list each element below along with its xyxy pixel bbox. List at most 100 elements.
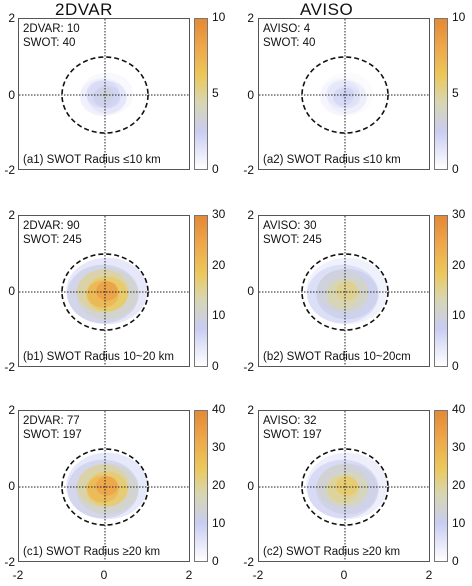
heatmap-svg	[19, 19, 189, 169]
panel-annotation: AVISO: 30 SWOT: 245	[263, 219, 322, 247]
y-tick-label: -2	[4, 555, 15, 569]
colorbar-tick-label: 10	[212, 516, 226, 530]
density-contour	[336, 281, 358, 301]
heatmap-svg	[259, 19, 429, 169]
panel-c1: 2DVAR: 77 SWOT: 197 (c1) SWOT Radius ≥20…	[18, 410, 190, 562]
panel-caption: (b2) SWOT Radius 10~20cm	[263, 351, 411, 363]
y-tick-label: 2	[8, 403, 15, 417]
colorbar-tick-label: 10	[452, 308, 466, 323]
radius-circle	[61, 253, 149, 331]
colorbar	[194, 18, 208, 170]
y-tick-label: 0	[8, 479, 15, 493]
colorbar-tick-label: 0	[212, 359, 219, 373]
panel-annotation: 2DVAR: 10 SWOT: 40	[23, 22, 80, 50]
y-tick-label: -2	[243, 163, 254, 177]
density-contour	[96, 476, 118, 496]
colorbar	[194, 215, 208, 367]
swot-count: SWOT: 40	[23, 37, 76, 49]
panel-caption: (a2) SWOT Radius ≤10 km	[263, 154, 401, 166]
panel-a1: 2DVAR: 10 SWOT: 40 (a1) SWOT Radius ≤10 …	[18, 18, 190, 170]
y-tick-label: -2	[4, 360, 15, 374]
x-tick-label: 2	[425, 568, 433, 582]
model-count: AVISO: 30	[263, 220, 317, 232]
column-title-left: 2DVAR	[55, 0, 113, 19]
density-contour	[339, 87, 355, 101]
panel-annotation: 2DVAR: 77 SWOT: 197	[23, 414, 82, 442]
swot-count: SWOT: 197	[263, 429, 322, 441]
panel-b1: 2DVAR: 90 SWOT: 245 (b1) SWOT Radius 10~…	[18, 215, 190, 367]
model-count: 2DVAR: 90	[23, 220, 80, 232]
panel-caption: (c1) SWOT Radius ≥20 km	[23, 546, 161, 558]
panel-c2: AVISO: 32 SWOT: 197 (c2) SWOT Radius ≥20…	[258, 410, 430, 562]
radius-circle	[301, 253, 389, 331]
y-tick-label: 0	[8, 88, 15, 102]
colorbar-tick-label: 10	[452, 10, 466, 24]
colorbar-tick-label: 0	[452, 359, 459, 373]
y-tick-label: 2	[247, 403, 254, 417]
heatmap-svg	[259, 411, 429, 561]
colorbar-tick-label: 20	[452, 257, 466, 272]
colorbar-tick-label: 10	[212, 308, 226, 323]
swot-count: SWOT: 245	[263, 234, 322, 246]
x-tick-label: 0	[340, 568, 348, 582]
colorbar	[194, 410, 208, 562]
colorbar-tick-label: 40	[212, 402, 226, 416]
swot-count: SWOT: 40	[263, 37, 316, 49]
colorbar-tick-label: 10	[452, 516, 466, 530]
colorbar-tick-label: 10	[212, 10, 226, 24]
density-contour	[96, 281, 118, 301]
colorbar-tick-label: 20	[212, 257, 226, 272]
colorbar	[434, 410, 448, 562]
radius-circle	[301, 56, 389, 134]
panel-a2: AVISO: 4 SWOT: 40 (a2) SWOT Radius ≤10 k…	[258, 18, 430, 170]
heatmap-svg	[19, 411, 189, 561]
density-contour	[99, 87, 115, 101]
colorbar-tick-label: 0	[452, 554, 459, 568]
y-tick-label: -2	[243, 555, 254, 569]
colorbar-tick-label: 5	[212, 86, 219, 100]
model-count: AVISO: 32	[263, 415, 317, 427]
model-count: 2DVAR: 10	[23, 23, 80, 35]
y-tick-label: 2	[247, 208, 254, 222]
colorbar-tick-label: 20	[452, 478, 466, 492]
column-title-right: AVISO	[300, 0, 354, 19]
colorbar-tick-label: 0	[212, 162, 219, 176]
heatmap-svg	[19, 216, 189, 366]
x-tick-label: 2	[185, 568, 193, 582]
model-count: 2DVAR: 77	[23, 415, 80, 427]
colorbar-tick-label: 30	[452, 440, 466, 454]
swot-count: SWOT: 197	[23, 429, 82, 441]
radius-circle	[301, 448, 389, 526]
y-tick-label: -2	[4, 163, 15, 177]
colorbar-tick-label: 40	[452, 402, 466, 416]
colorbar-tick-label: 30	[212, 207, 226, 221]
panel-caption: (b1) SWOT Radius 10~20 km	[23, 351, 174, 363]
panel-b2: AVISO: 30 SWOT: 245 (b2) SWOT Radius 10~…	[258, 215, 430, 367]
colorbar-tick-label: 5	[452, 86, 459, 100]
panel-annotation: AVISO: 32 SWOT: 197	[263, 414, 322, 442]
y-tick-label: 2	[247, 11, 254, 25]
panel-caption: (a1) SWOT Radius ≤10 km	[23, 154, 161, 166]
y-tick-label: 0	[247, 284, 254, 298]
x-tick-label: -2	[252, 568, 264, 582]
y-tick-label: -2	[243, 360, 254, 374]
swot-count: SWOT: 245	[23, 234, 82, 246]
panel-caption: (c2) SWOT Radius ≥20 km	[263, 546, 401, 558]
panel-annotation: AVISO: 4 SWOT: 40	[263, 22, 315, 50]
model-count: AVISO: 4	[263, 23, 311, 35]
radius-circle	[61, 56, 149, 134]
colorbar-tick-label: 0	[452, 162, 459, 176]
colorbar-tick-label: 0	[212, 554, 219, 568]
y-tick-label: 2	[8, 208, 15, 222]
y-tick-label: 0	[247, 88, 254, 102]
y-tick-label: 0	[247, 479, 254, 493]
y-tick-label: 0	[8, 284, 15, 298]
x-tick-label: 0	[100, 568, 108, 582]
colorbar-tick-label: 20	[212, 478, 226, 492]
colorbar-tick-label: 30	[212, 440, 226, 454]
y-tick-label: 2	[8, 11, 15, 25]
density-contour	[336, 476, 358, 496]
colorbar	[434, 215, 448, 367]
colorbar	[434, 18, 448, 170]
heatmap-svg	[259, 216, 429, 366]
